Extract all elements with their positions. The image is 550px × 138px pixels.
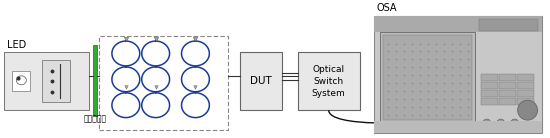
Bar bbox=[499, 74, 516, 81]
Circle shape bbox=[497, 119, 505, 127]
Bar bbox=[240, 52, 282, 110]
Bar bbox=[481, 82, 498, 89]
Bar bbox=[481, 98, 498, 105]
Circle shape bbox=[483, 119, 491, 127]
Circle shape bbox=[518, 100, 537, 120]
Bar bbox=[298, 52, 360, 110]
Bar bbox=[99, 36, 228, 130]
Circle shape bbox=[511, 119, 519, 127]
Bar bbox=[479, 19, 537, 31]
Bar bbox=[93, 45, 97, 116]
Bar bbox=[381, 32, 475, 123]
Bar bbox=[516, 90, 534, 97]
Bar bbox=[383, 35, 472, 120]
Bar bbox=[516, 74, 534, 81]
Bar bbox=[42, 60, 70, 102]
Bar bbox=[516, 82, 534, 89]
Text: Optical
Switch
System: Optical Switch System bbox=[312, 65, 345, 98]
Text: OSA: OSA bbox=[376, 3, 397, 13]
Bar bbox=[516, 98, 534, 105]
Text: LED: LED bbox=[8, 40, 27, 51]
Bar bbox=[375, 121, 542, 133]
Circle shape bbox=[436, 115, 443, 122]
Bar bbox=[499, 82, 516, 89]
Bar bbox=[481, 90, 498, 97]
Bar bbox=[499, 98, 516, 105]
Text: DUT: DUT bbox=[250, 76, 272, 86]
Bar bbox=[375, 16, 542, 32]
Bar bbox=[481, 74, 498, 81]
Text: 線性偏極板: 線性偏極板 bbox=[84, 114, 107, 123]
Bar bbox=[499, 90, 516, 97]
Bar bbox=[13, 71, 30, 91]
Bar bbox=[503, 22, 515, 29]
Ellipse shape bbox=[16, 76, 26, 85]
Bar bbox=[375, 16, 542, 133]
Bar bbox=[4, 52, 89, 110]
